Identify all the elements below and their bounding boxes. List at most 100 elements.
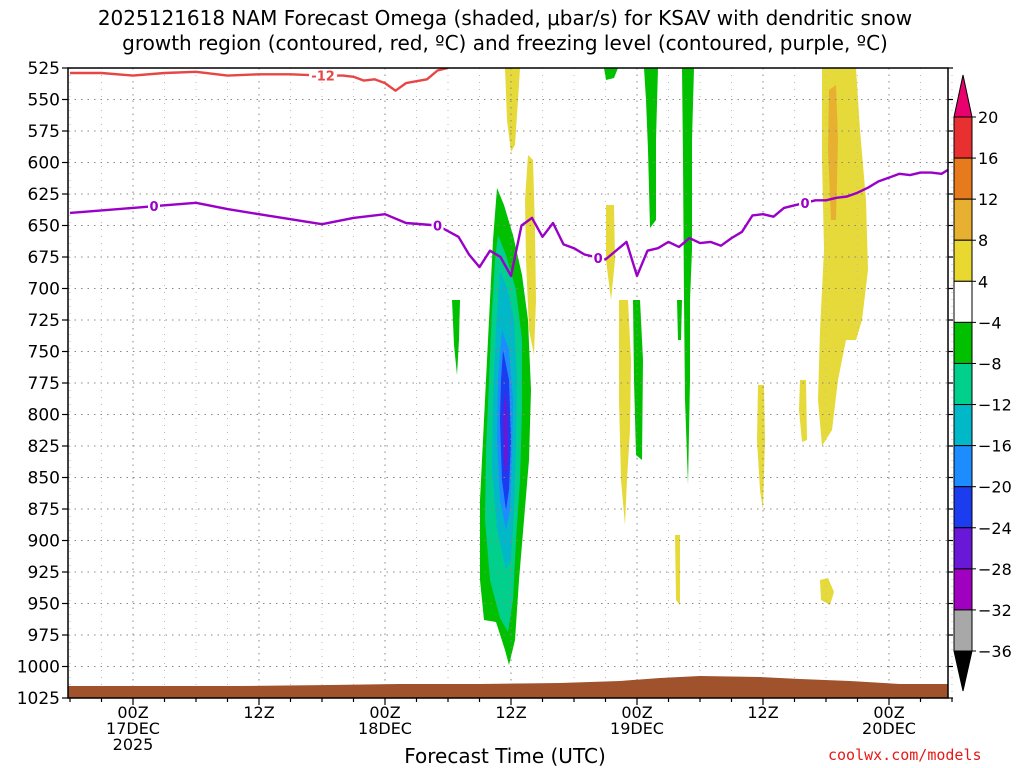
colorbar-min-arrow [953, 650, 973, 692]
y-tick-label: 650 [28, 217, 60, 237]
omega-negative-region [604, 68, 618, 80]
freezing-level-label: 0 [800, 197, 809, 212]
omega-positive-region [525, 155, 536, 355]
y-axis: 525 550 575 600 625 650 675 700 725 750 775 800 825 8… [17, 59, 953, 709]
omega-negative-region [682, 68, 694, 485]
colorbar-max-arrow [953, 74, 973, 118]
x-tick-label: 20DEC [862, 719, 916, 738]
contour-label-bg [148, 198, 160, 213]
y-tick-label: 925 [28, 563, 60, 583]
y-tick-label: 975 [28, 626, 60, 646]
colorbar-label: −20 [978, 478, 1012, 497]
colorbar-label: −28 [978, 560, 1012, 579]
freezing-level-label: 0 [594, 252, 603, 267]
colorbar-swatch [953, 362, 973, 406]
x-tick-label: 2025 [113, 735, 154, 754]
grid [68, 68, 953, 698]
contour-label-bg [592, 249, 605, 264]
y-tick-label: 950 [28, 595, 60, 615]
omega-positive-region [675, 535, 680, 605]
colorbar-swatch [953, 609, 973, 652]
colorbar-swatch [953, 321, 973, 364]
colorbar-swatch [953, 404, 973, 447]
x-tick-label: 12Z [747, 703, 778, 722]
omega-positive-region [799, 380, 807, 442]
y-tick-label: 775 [28, 374, 60, 394]
x-tick-label: 18DEC [358, 719, 412, 738]
colorbar-swatch [953, 445, 973, 488]
contour-label-bg [309, 67, 338, 82]
x-tick-label: 00Z [873, 703, 904, 722]
freezing-level-label: 0 [149, 200, 158, 215]
omega-positive-region [828, 85, 838, 220]
colorbar-label: 8 [978, 231, 988, 250]
colorbar: 20 16 12 8 4 −4 −8 −12 −16 −20 −24 −28 −32 −36 [953, 74, 1012, 692]
y-tick-label: 675 [28, 248, 60, 268]
y-tick-label: 575 [28, 122, 60, 142]
x-tick-label: 00Z [621, 703, 652, 722]
colorbar-label: 20 [978, 108, 998, 127]
x-tick-label: 17DEC [106, 719, 160, 738]
y-tick-label: 550 [28, 91, 60, 111]
contour-label-bg [799, 194, 811, 209]
y-tick-label: 800 [28, 406, 60, 426]
dendritic-growth-region-contour [70, 68, 449, 92]
colorbar-swatch [953, 486, 973, 529]
y-tick-label: 525 [28, 59, 60, 79]
omega-positive-region [619, 300, 631, 525]
contour-label-bg [431, 217, 444, 232]
chart-subtitle: growth region (contoured, red, ºC) and f… [122, 31, 888, 55]
colorbar-swatch [953, 280, 973, 323]
omega-negative-region [644, 68, 658, 228]
y-tick-label: 825 [28, 437, 60, 457]
omega-shading [452, 68, 868, 665]
watermark: coolwx.com/models [828, 746, 982, 764]
chart-title: 2025121618 NAM Forecast Omega (shaded, μ… [97, 6, 913, 30]
x-tick-label: 00Z [117, 703, 148, 722]
y-tick-label: 700 [28, 280, 60, 300]
dendritic-growth-region-label: -12 [311, 70, 335, 85]
colorbar-label: −12 [978, 396, 1012, 415]
freezing-level-contour [69, 168, 948, 278]
colorbar-swatch [953, 116, 973, 159]
x-tick-label: 12Z [495, 703, 526, 722]
colorbar-label: 4 [978, 272, 988, 291]
x-axis-title: Forecast Time (UTC) [404, 744, 606, 768]
x-tick-label: 00Z [369, 703, 400, 722]
colorbar-label: −24 [978, 519, 1012, 538]
y-tick-label: 1000 [17, 658, 60, 678]
colorbar-label: −4 [978, 313, 1002, 332]
colorbar-swatch [953, 157, 973, 200]
contours [69, 68, 948, 278]
omega-positive-region [757, 385, 765, 510]
colorbar-label: −36 [978, 642, 1012, 661]
colorbar-swatch [953, 527, 973, 570]
x-tick-label: 19DEC [610, 719, 664, 738]
x-tick-label: 12Z [243, 703, 274, 722]
contour-labels: -12 0 0 0 0 [148, 67, 811, 267]
y-tick-label: 875 [28, 500, 60, 520]
colorbar-label: −16 [978, 437, 1012, 456]
omega-positive-region [820, 578, 834, 605]
colorbar-label: −8 [978, 354, 1002, 373]
y-tick-label: 900 [28, 532, 60, 552]
y-tick-label: 725 [28, 311, 60, 331]
y-tick-label: 750 [28, 343, 60, 363]
colorbar-swatch [953, 198, 973, 241]
y-tick-label: 600 [28, 154, 60, 174]
colorbar-swatch [953, 568, 973, 611]
terrain-surface [68, 676, 948, 698]
y-tick-label: 850 [28, 469, 60, 489]
colorbar-label: −32 [978, 601, 1012, 620]
omega-negative-region [503, 390, 508, 480]
omega-negative-region [633, 300, 643, 460]
colorbar-label: 12 [978, 190, 998, 209]
y-tick-label: 1025 [17, 689, 60, 709]
omega-negative-region [452, 300, 460, 375]
y-tick-label: 625 [28, 185, 60, 205]
omega-positive-region [606, 205, 615, 300]
omega-positive-region [505, 68, 520, 152]
colorbar-swatch [953, 239, 973, 282]
